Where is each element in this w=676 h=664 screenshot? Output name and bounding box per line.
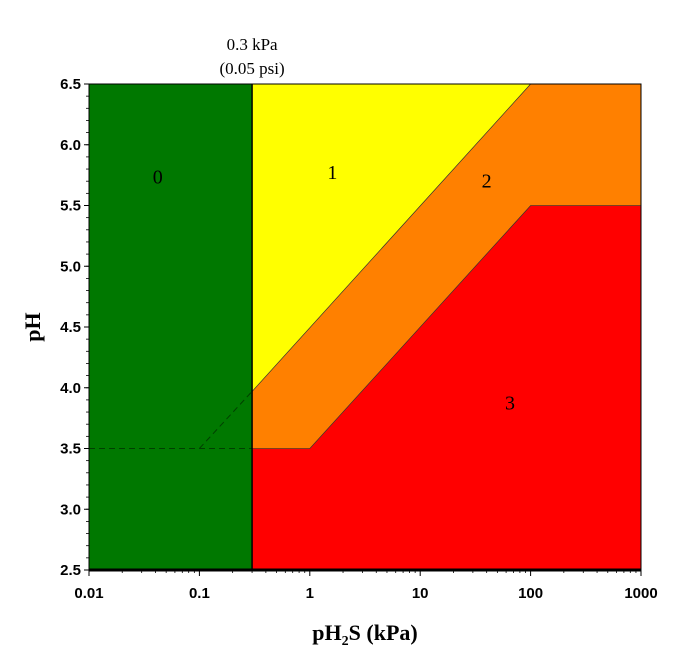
region-label-3: 3 [505, 393, 515, 415]
y-tick-label: 4.5 [60, 319, 81, 336]
x-axis-title-tail: S (kPa) [349, 620, 418, 645]
y-axis-title: pH [20, 312, 45, 341]
y-tick-label: 3.0 [60, 501, 81, 518]
x-tick-label: 10 [412, 585, 429, 602]
x-tick-label: 100 [518, 585, 543, 602]
y-tick-label: 6.5 [60, 76, 81, 93]
region-label-0: 0 [153, 167, 163, 189]
y-tick-label: 2.5 [60, 562, 81, 579]
y-tick-label: 4.0 [60, 380, 81, 397]
x-axis-title-subscript: 2 [342, 634, 349, 649]
regions [89, 84, 641, 570]
y-tick-label: 5.0 [60, 258, 81, 275]
x-axis-title-base: pH [312, 620, 341, 645]
x-axis-title: pH2S (kPa) [312, 620, 417, 649]
y-tick-label: 3.5 [60, 441, 81, 458]
x-tick-label: 1000 [624, 585, 657, 602]
region-label-2: 2 [482, 170, 492, 192]
region-label-1: 1 [327, 162, 337, 184]
x-tick-label: 1 [306, 585, 314, 602]
region-0 [89, 84, 252, 570]
annotation-kpa: 0.3 kPa [227, 35, 278, 54]
y-tick-label: 6.0 [60, 137, 81, 154]
x-tick-label: 0.01 [74, 585, 103, 602]
x-tick-label: 0.1 [189, 585, 210, 602]
annotation-psi: (0.05 psi) [219, 59, 284, 78]
y-tick-label: 5.5 [60, 198, 81, 215]
